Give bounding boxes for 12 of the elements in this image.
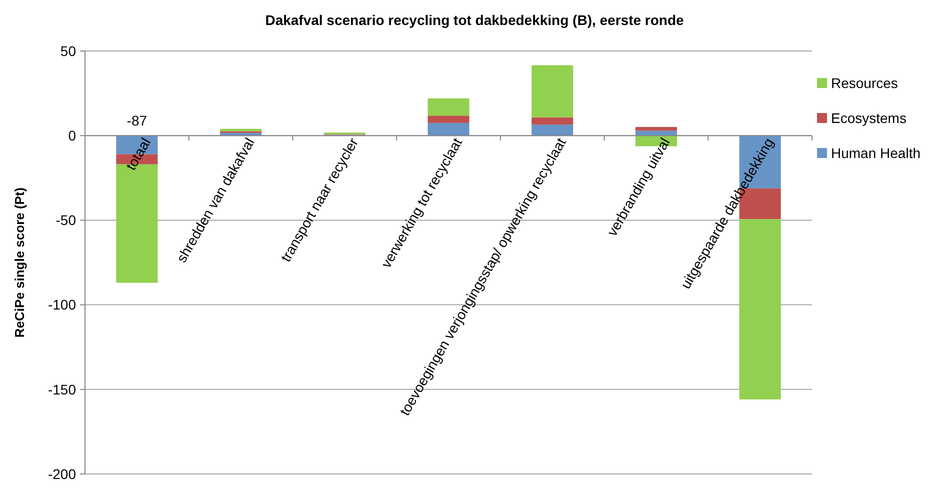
chart-title: Dakafval scenario recycling tot dakbedekking (B), eerste ronde [265,12,684,28]
y-tick-label: -150 [48,381,76,398]
y-tick-label: -200 [48,466,76,482]
legend-label: Human Health [831,144,920,161]
legend-label: Resources [831,74,898,91]
y-tick-label: -50 [56,212,76,228]
total-label: -87 [126,112,148,129]
y-tick-label: 0 [68,128,76,144]
y-axis-title: ReCiPe single score (Pt) [12,187,27,338]
y-tick-label: 50 [60,42,76,59]
y-tick-label: -100 [48,296,76,313]
legend-label: Ecosystems [831,110,906,126]
